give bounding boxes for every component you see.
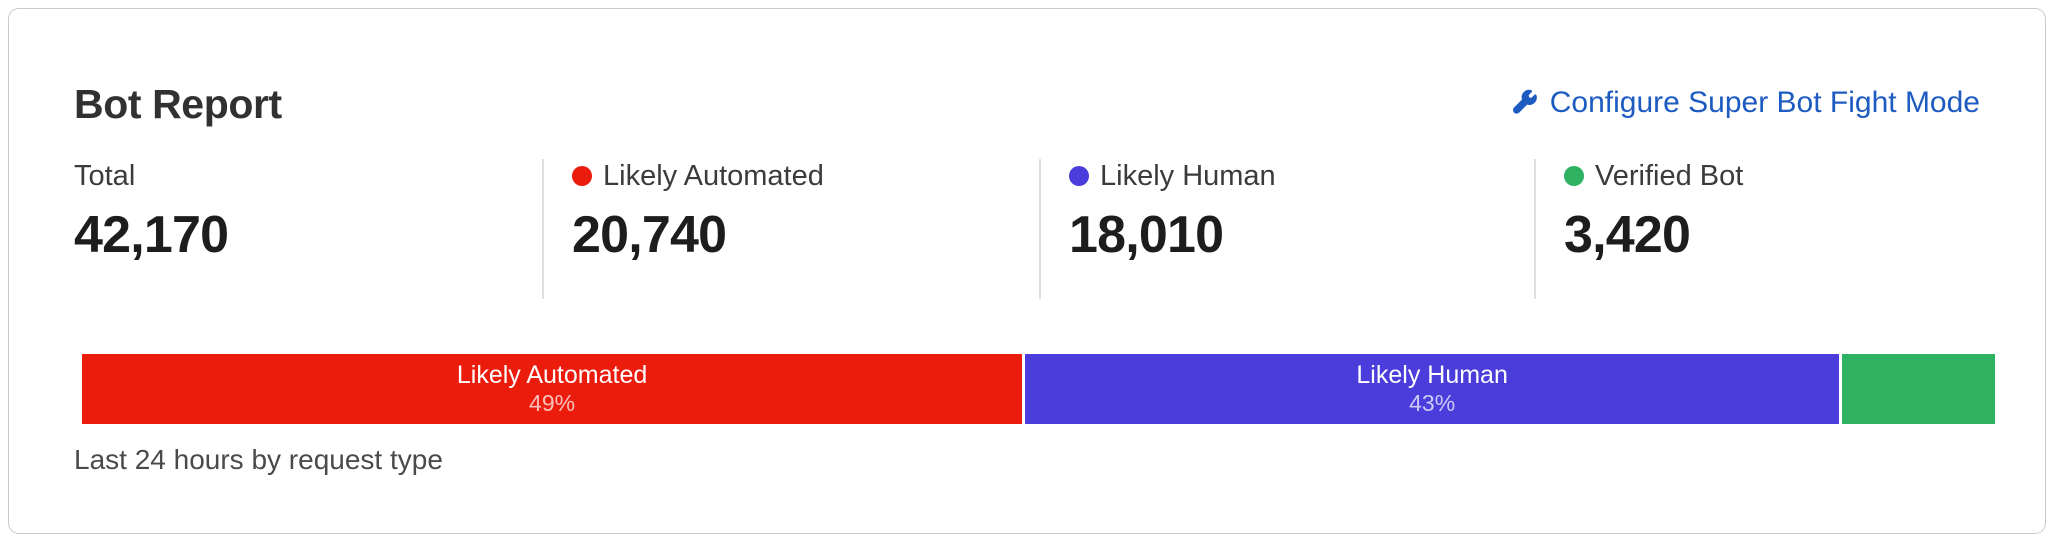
stats-row: Total 42,170 Likely Automated 20,740 Lik… bbox=[9, 159, 2045, 299]
configure-link-label: Configure Super Bot Fight Mode bbox=[1549, 85, 1980, 119]
stat-label-row: Total bbox=[74, 159, 534, 193]
chart-caption: Last 24 hours by request type bbox=[74, 444, 443, 475]
page-title: Bot Report bbox=[74, 81, 282, 127]
verified-bot-dot-icon bbox=[1564, 166, 1584, 186]
bar-segment-label: Likely Automated bbox=[456, 360, 648, 389]
stat-value: 18,010 bbox=[1069, 206, 1224, 264]
configure-super-bot-fight-mode-link[interactable]: Configure Super Bot Fight Mode bbox=[1511, 87, 1980, 118]
stat-label: Likely Human bbox=[1100, 159, 1276, 192]
card-header: Bot Report Configure Super Bot Fight Mod… bbox=[9, 9, 2045, 139]
bot-report-card: Bot Report Configure Super Bot Fight Mod… bbox=[8, 8, 2046, 534]
bar-segment-label: Likely Human bbox=[1356, 360, 1508, 389]
stat-value: 42,170 bbox=[74, 206, 229, 264]
stat-label-row: Verified Bot bbox=[1564, 159, 2004, 193]
stat-label-row: Likely Human bbox=[1069, 159, 1524, 193]
stat-divider bbox=[542, 159, 544, 299]
bar-segment-verified-bot[interactable] bbox=[1842, 354, 1995, 424]
stat-label: Total bbox=[74, 159, 136, 192]
stat-verified-bot: Verified Bot 3,420 bbox=[1564, 159, 2004, 299]
stat-label-row: Likely Automated bbox=[572, 159, 1027, 193]
stat-label: Likely Automated bbox=[603, 159, 824, 192]
bar-segment-percent: 49% bbox=[529, 389, 576, 416]
likely-automated-dot-icon bbox=[572, 166, 592, 186]
stat-value: 3,420 bbox=[1564, 206, 1691, 264]
stat-divider bbox=[1534, 159, 1536, 299]
request-type-stacked-bar: Likely Automated 49% Likely Human 43% bbox=[82, 354, 1995, 424]
stat-total: Total 42,170 bbox=[74, 159, 534, 299]
bar-segment-percent: 43% bbox=[1409, 389, 1456, 416]
stat-likely-human: Likely Human 18,010 bbox=[1069, 159, 1524, 299]
bar-segment-likely-automated[interactable]: Likely Automated 49% bbox=[82, 354, 1023, 424]
likely-human-dot-icon bbox=[1069, 166, 1089, 186]
wrench-icon bbox=[1511, 88, 1541, 118]
stat-likely-automated: Likely Automated 20,740 bbox=[572, 159, 1027, 299]
stat-label: Verified Bot bbox=[1595, 159, 1744, 192]
stat-divider bbox=[1039, 159, 1041, 299]
bar-segment-likely-human[interactable]: Likely Human 43% bbox=[1025, 354, 1840, 424]
stat-value: 20,740 bbox=[572, 206, 727, 264]
